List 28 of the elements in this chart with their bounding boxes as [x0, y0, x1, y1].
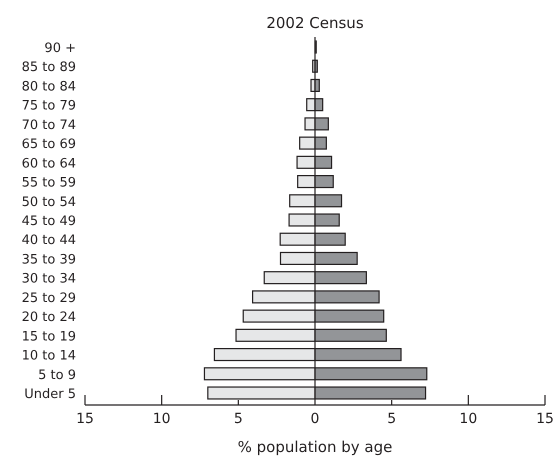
chart-title: 2002 Census [266, 14, 364, 32]
y-tick-label: 50 to 54 [22, 194, 76, 210]
y-tick-label: 5 to 9 [38, 368, 76, 383]
y-tick-label: 80 to 84 [22, 79, 76, 94]
y-tick-label: 40 to 44 [22, 233, 76, 248]
y-tick-label: 20 to 24 [22, 310, 76, 326]
x-tick-label: 0 [310, 411, 320, 427]
x-tick-label: 15 [536, 411, 554, 427]
y-tick-label: 65 to 69 [22, 137, 76, 152]
y-tick-label: 15 to 19 [22, 329, 76, 344]
x-tick-label: 5 [234, 411, 243, 427]
y-tick-label: 35 to 39 [22, 252, 76, 268]
y-tick-label: 55 to 59 [22, 176, 76, 191]
y-tick-label: 90 + [44, 41, 76, 56]
y-tick-label: 45 to 49 [22, 214, 76, 229]
y-tick-label: 85 to 89 [22, 60, 76, 76]
y-tick-label: 30 to 34 [22, 272, 76, 287]
y-tick-label: 60 to 64 [22, 156, 76, 172]
x-axis-title: % population by age [238, 438, 392, 456]
x-tick-label: 5 [387, 411, 396, 427]
y-tick-label: 25 to 29 [22, 290, 76, 306]
x-tick-label: 10 [152, 411, 171, 427]
x-tick-label: 10 [459, 411, 478, 427]
y-tick-label: 70 to 74 [22, 118, 76, 133]
y-tick-label: 10 to 14 [22, 348, 76, 364]
y-tick-label: Under 5 [24, 387, 76, 402]
y-tick-label: 75 to 79 [22, 98, 76, 114]
x-tick-label: 15 [76, 411, 94, 427]
